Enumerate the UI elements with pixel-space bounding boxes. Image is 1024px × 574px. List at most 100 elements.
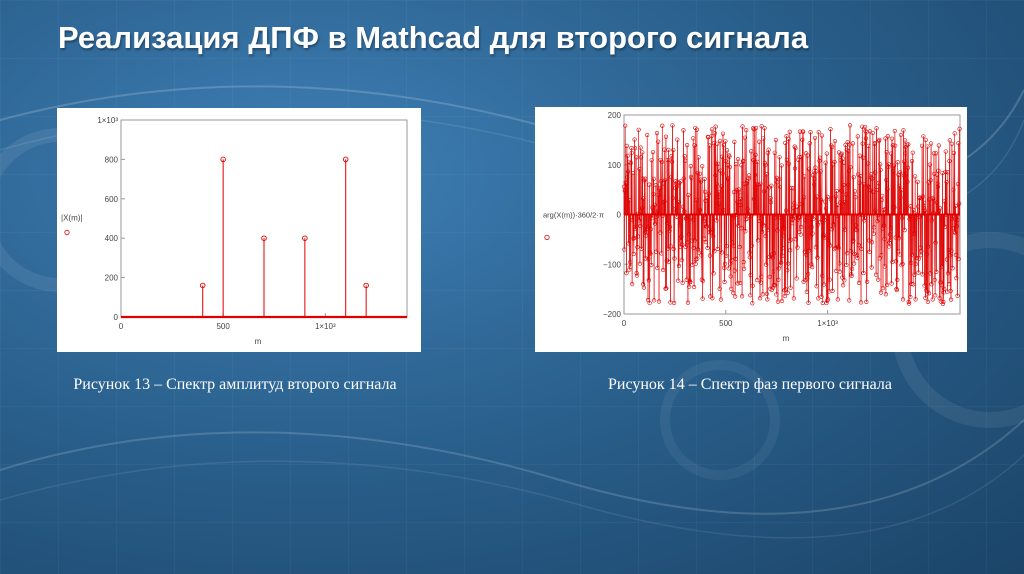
stem-marker [764,291,770,296]
stem-marker [808,130,813,135]
stem-marker [720,171,725,176]
stem-marker [654,131,660,136]
stem-marker [863,136,869,141]
stem-marker [626,159,631,164]
stem-marker [723,139,728,144]
stem-marker [727,154,732,159]
stem-marker [840,156,845,161]
stem-marker [885,134,891,139]
stem-marker [841,283,846,288]
stem-marker [757,296,763,301]
stem-marker [889,136,895,141]
stem-marker [794,276,799,281]
stem-marker [922,208,928,213]
stem-marker [931,196,936,201]
stem-marker [860,124,865,129]
stem-marker [659,159,664,165]
stem-marker [782,293,787,299]
stem-marker [812,135,818,141]
stem-marker [707,253,713,258]
stem-marker [942,286,947,291]
stem-marker [704,224,709,229]
stem-marker [638,145,643,150]
stem-marker [656,299,662,304]
stem-marker [749,243,754,248]
stem-marker [900,215,905,221]
stem-marker [774,175,779,180]
stem-marker [713,124,718,129]
stem-marker [662,199,667,204]
stem-marker [869,265,874,270]
stem-marker [666,147,671,152]
stem-marker [891,163,897,168]
stem-marker [746,176,751,181]
stem-marker [817,158,822,163]
stem-marker [625,153,630,158]
stem-marker [692,238,697,243]
stem-marker [652,221,658,226]
stem-marker [649,158,654,163]
stem-marker [636,127,641,132]
stem-marker [825,194,830,199]
stem-marker [680,242,685,247]
stem-marker [624,271,629,276]
y-tick-label: 100 [608,161,622,170]
stem-marker [894,288,899,293]
stem-marker [800,137,805,142]
stem-marker [758,181,763,186]
stem-marker [752,159,757,165]
stem-marker [923,295,928,301]
stem-marker [625,169,631,174]
stem-marker [671,300,677,306]
stem-marker [741,259,746,265]
stem-marker [744,216,750,221]
stem-marker [801,129,806,134]
stem-marker [835,297,840,302]
stem-marker [913,297,918,302]
stem-marker [762,160,768,166]
stem-marker [261,235,267,241]
stem-marker [724,253,729,258]
stem-marker [679,234,684,239]
stem-marker [732,139,737,144]
stem-marker [827,277,832,282]
stem-marker [951,187,956,192]
stem-marker [916,270,921,275]
stem-marker [919,249,924,254]
stem-marker [905,179,910,184]
stem-marker [742,135,748,140]
stem-marker [712,249,717,254]
stem-marker [718,297,724,302]
stem-marker [950,266,955,271]
y-axis-label: arg(X(m))·360/2·π [543,211,604,220]
stem-marker [713,161,719,166]
stem-marker [813,165,818,170]
stem-marker [652,298,657,303]
stem-marker [686,192,691,198]
stem-marker [652,202,657,207]
stem-marker [638,223,643,229]
stem-marker [833,194,838,199]
stem-marker [724,148,730,153]
stem-marker [927,162,932,167]
stem-marker [706,191,711,197]
stem-marker [779,260,784,265]
stem-marker [649,262,654,268]
stem-marker [628,160,634,166]
stem-marker [634,273,640,278]
stem-marker [650,150,656,155]
stem-marker [864,299,869,305]
stem-marker [759,229,765,234]
stem-marker [711,234,716,239]
stem-marker [669,159,675,164]
stem-marker [711,271,716,276]
stem-marker [629,150,634,155]
y-tick-label: 200 [608,111,622,120]
stem-marker [641,285,647,290]
stem-marker [933,293,938,298]
legend-marker [64,229,70,236]
stem-marker [632,145,638,151]
stem-marker [691,284,697,290]
stem-marker [930,297,935,302]
stem-marker [932,277,937,282]
